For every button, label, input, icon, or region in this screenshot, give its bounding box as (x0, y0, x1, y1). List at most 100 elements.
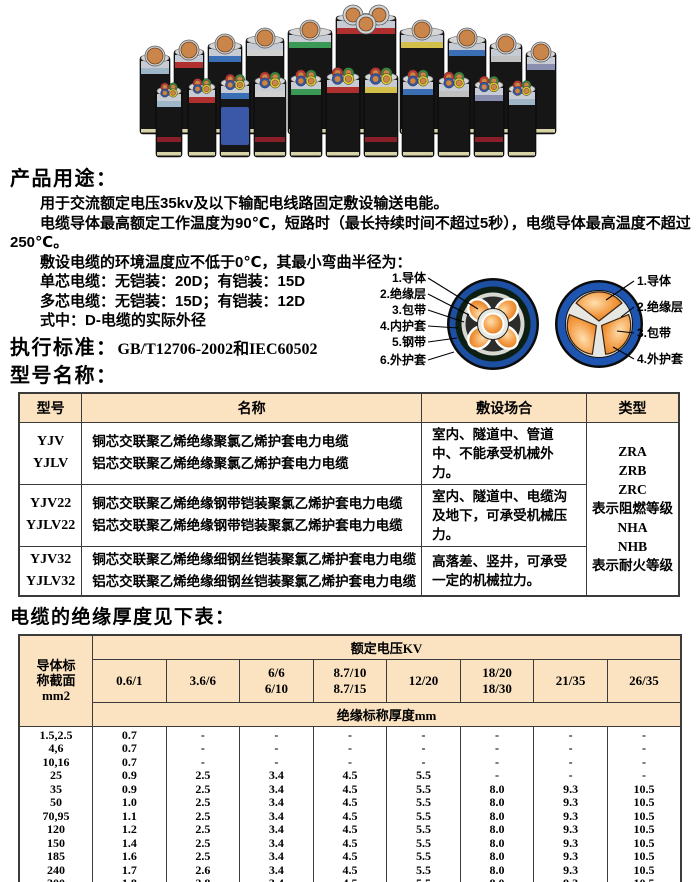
conductor-size-cell: 185 (18, 849, 94, 864)
thickness-row: 1.5,2.5 0.7- - - - - - - (18, 726, 682, 742)
conductor-header-line: 称截面 (36, 673, 76, 688)
thickness-value-cell: 3.4 (239, 836, 314, 850)
voltage-line: 8.7/15 (333, 680, 367, 696)
thickness-value-cell: 10.5 (606, 863, 682, 877)
thickness-value-cell: 2.5 (165, 782, 241, 796)
usage-paragraph: 多芯电缆：无铠装：15D；有铠装：12D (40, 292, 306, 310)
thickness-value-cell: 0.9 (92, 782, 167, 796)
thickness-value-cell: 3.4 (239, 876, 314, 882)
thickness-value-cell: - (459, 768, 535, 783)
thickness-row: 4,6 0.7- - - - - - - (18, 741, 682, 756)
thickness-value-cell: - (459, 755, 535, 769)
thickness-value-cell: - (312, 741, 388, 756)
standard-line: 执行标准：GB/T12706-2002和IEC60502 (10, 335, 700, 363)
thickness-value-cell: - (606, 726, 682, 742)
thickness-row: 35 0.9 2.5 3.4 4.5 5.5 8.0 9.3 10.5 (18, 782, 682, 796)
thickness-row: 50 1.0 2.5 3.4 4.5 5.5 8.0 9.3 10.5 (18, 795, 682, 810)
thickness-value-cell: - (459, 741, 535, 756)
thickness-value-cell: 9.3 (533, 863, 608, 877)
thickness-heading: 电缆的绝缘厚度见下表： (10, 606, 236, 628)
voltage-line: 18/30 (482, 680, 512, 696)
thickness-value-cell: - (606, 755, 682, 769)
thickness-value-cell: 4.5 (312, 782, 388, 796)
thickness-row: 240 1.7 2.6 3.4 4.5 5.5 8.0 9.3 10.5 (18, 863, 682, 877)
voltage-header-cell: 6/6 6/10 (239, 658, 314, 703)
cable-sample (525, 41, 557, 135)
model-name: 铝芯交联聚乙烯绝缘钢带铠装聚氯乙烯护套电力电缆 (92, 518, 403, 533)
model-name: 铜芯交联聚乙烯绝缘细钢丝铠装聚氯乙烯护套电力电缆 (92, 551, 417, 567)
conductor-size-cell: 25 (18, 768, 94, 783)
thickness-value-cell: - (386, 726, 461, 742)
model-table-header-cell: 型号 (18, 392, 83, 423)
conductor-size-cell: 35 (18, 782, 94, 796)
thickness-value-cell: 0.7 (92, 755, 167, 769)
usage-text: 用于交流额定电压35kv及以下输配电线路固定敷设输送电能。 电缆导体最高额定工作… (10, 194, 692, 331)
voltage-header-cell: 12/20 (386, 658, 461, 703)
thickness-value-cell: 3.4 (239, 795, 314, 810)
thickness-value-cell: 10.5 (606, 822, 682, 837)
voltage-header-row: 0.6/1 3.6/6 6/6 6/10 8.7/10 8.7/15 12/20 18/20 1… (19, 658, 682, 703)
thickness-value-cell: 2.6 (165, 863, 241, 877)
thickness-value-cell: 3.4 (239, 822, 314, 837)
thickness-value-cell: 3.4 (239, 863, 314, 877)
cable-sample (437, 71, 471, 158)
model-name: 铝芯交联聚乙烯绝缘聚氯乙烯护套电力电缆 (92, 456, 349, 471)
cross-section-svg: 1.导体 2.绝缘层 3.包带 4.内护套 5.钢带 6.外护套 1.导体 2.… (380, 270, 684, 370)
type-cell: ZRA ZRB ZRC 表示阻燃等级 NHA NHB 表示耐火等级 (586, 421, 680, 596)
leader-lines-right (605, 280, 635, 360)
thickness-value-cell: 9.3 (533, 876, 608, 882)
thickness-value-cell: 8.0 (459, 836, 535, 850)
thickness-value-cell: - (239, 741, 314, 756)
leader-lines-left (427, 277, 479, 361)
thickness-value-cell: - (165, 726, 241, 742)
model-table-row: YJV22 YJLV22 铜芯交联聚乙烯绝缘钢带铠装聚氯乙烯护套电力电缆 铝芯交联聚乙… (18, 483, 679, 547)
model-names-heading: 型号名称： (10, 364, 118, 387)
cable-sample (325, 67, 361, 158)
cable-sample (401, 69, 435, 158)
voltage-line: 21/35 (555, 672, 586, 688)
thickness-value-cell: 1.6 (92, 849, 167, 864)
thickness-value-cell: - (239, 755, 314, 769)
thickness-value-cell: 8.0 (459, 863, 535, 877)
voltage-line: 8.7/10 (333, 664, 367, 680)
thickness-value-cell: 1.7 (92, 863, 167, 877)
diagram-label: 6.外护套 (380, 352, 427, 367)
voltage-line: 0.6/1 (116, 672, 143, 688)
thickness-value-cell: 9.3 (533, 822, 608, 837)
model-name-cell: 铜芯交联聚乙烯绝缘聚氯乙烯护套电力电缆 铝芯交联聚乙烯绝缘聚氯乙烯护套电力电缆 (81, 421, 423, 485)
voltage-header-cell: 18/20 18/30 (459, 658, 535, 703)
thickness-value-cell: 4.5 (312, 822, 388, 837)
thickness-subheader-row: 绝缘标称厚度mm (19, 701, 682, 727)
model-code: YJLV (32, 456, 69, 471)
thickness-value-cell: 3.4 (239, 768, 314, 783)
application-cell: 室内、隧道中、管道中、不能承受机械外力。 (421, 421, 588, 485)
voltage-line: 18/20 (482, 664, 512, 680)
model-code: YJV32 (29, 551, 72, 567)
thickness-value-cell: 10.5 (606, 809, 682, 823)
model-table-header-cell: 敷设场合 (421, 392, 588, 423)
thickness-value-cell: 3.4 (239, 809, 314, 823)
model-table: 型号 名称 敷设场合 类型 YJV YJLV 铜芯交联聚乙烯绝缘聚氯乙烯护套电力电缆… (18, 391, 680, 597)
conductor-size-cell: 120 (18, 822, 94, 837)
thickness-row: 3001.82.83.44.55.58.09.310.5 (18, 876, 682, 882)
thickness-value-cell: 5.5 (386, 809, 461, 823)
model-code-cell: YJV32 YJLV32 (18, 545, 83, 596)
model-code-cell: YJV22 YJLV22 (18, 483, 83, 547)
thickness-value-cell: 5.5 (386, 876, 461, 882)
thickness-value-cell: - (533, 726, 608, 742)
type-line: ZRB (618, 463, 647, 478)
model-name: 铝芯交联聚乙烯绝缘细钢丝铠装聚氯乙烯护套电力电缆 (92, 573, 417, 589)
cable-sample (187, 78, 217, 158)
thickness-value-cell: 5.5 (386, 822, 461, 837)
model-name: 铜芯交联聚乙烯绝缘钢带铠装聚氯乙烯护套电力电缆 (92, 496, 403, 511)
thickness-value-cell: 9.3 (533, 782, 608, 796)
conductor-size-cell: 240 (18, 863, 94, 877)
diagram-label: 1.导体 (637, 273, 672, 288)
thickness-value-cell: - (459, 726, 535, 742)
conductor-size-cell: 10,16 (18, 755, 94, 769)
voltage-line: 6/10 (264, 680, 288, 696)
thickness-value-cell: - (386, 755, 461, 769)
voltage-line: 26/35 (629, 672, 659, 688)
thickness-value-cell: 5.5 (386, 863, 461, 877)
type-line: ZRA (618, 444, 647, 459)
